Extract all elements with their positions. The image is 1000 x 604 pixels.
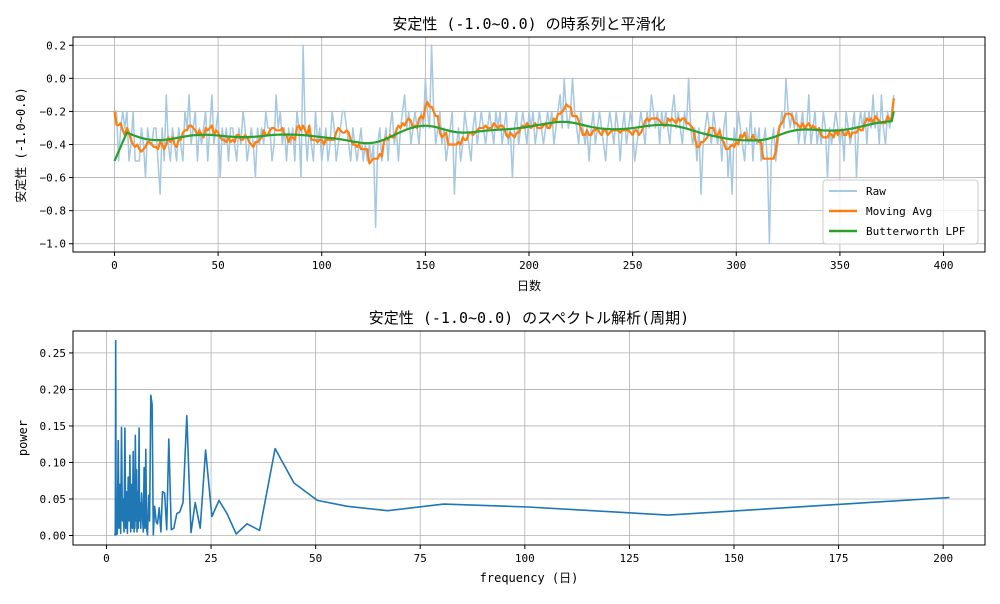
bottom-y-label: power: [16, 420, 30, 456]
top-y-label: 安定性 (-1.0~0.0): [13, 87, 28, 202]
top-chart-title: 安定性 (-1.0~0.0) の時系列と平滑化: [392, 15, 665, 33]
top-y-tick-label: −0.2: [40, 105, 67, 118]
bottom-x-tick-label: 75: [414, 552, 427, 565]
bottom-y-tick-label: 0.05: [40, 493, 67, 506]
top-x-tick-label: 250: [623, 259, 643, 272]
legend-lpf-label: Butterworth LPF: [866, 225, 965, 238]
legend-box: [822, 179, 979, 245]
top-x-label: 日数: [517, 278, 541, 293]
top-x-tick-label: 200: [519, 259, 539, 272]
bottom-y-tick-label: 0.00: [40, 530, 67, 543]
bottom-x-label: frequency (日): [480, 571, 579, 585]
bottom-x-tick-label: 50: [309, 552, 322, 565]
bottom-y-tick-label: 0.10: [40, 456, 67, 469]
bottom-x-tick-label: 125: [619, 552, 639, 565]
butterworth-lpf-series-line: [113, 111, 895, 162]
top-axes: 0 50 100 150 200 250 300 350 400 0.2 0.0 −0.2 −0.4 −0…: [40, 36, 986, 272]
top-x-tick-label: 350: [830, 259, 850, 272]
top-y-tick-label: 0.0: [46, 72, 66, 85]
bottom-x-tick-label: 100: [515, 552, 535, 565]
bottom-frame: [72, 330, 986, 546]
legend-moving-avg-label: Moving Avg: [866, 205, 932, 218]
bottom-x-tick-label: 0: [103, 552, 110, 565]
bottom-chart-title: 安定性 (-1.0~0.0) のスペクトル解析(周期): [369, 309, 689, 327]
bottom-y-tick-label: 0.20: [40, 383, 67, 396]
bottom-y-tick-label: 0.25: [40, 347, 67, 360]
top-y-tick-label: −1.0: [40, 238, 67, 251]
bottom-x-tick-label: 200: [933, 552, 953, 565]
power-spectrum-line: [114, 339, 950, 536]
top-y-tick-label: −0.4: [40, 139, 67, 152]
top-x-tick-label: 300: [726, 259, 746, 272]
top-frame: [72, 36, 986, 253]
top-y-tick-label: 0.2: [46, 39, 66, 52]
top-x-tick-label: 0: [111, 259, 118, 272]
top-x-tick-label: 150: [415, 259, 435, 272]
bottom-axes: 0 25 50 75 100 125 150 175 200 0.00 0.05 0.10 0.15 0.…: [40, 330, 986, 565]
top-y-tick-label: −0.6: [40, 172, 67, 185]
top-x-tick-label: 400: [934, 259, 954, 272]
bottom-x-tick-label: 150: [724, 552, 744, 565]
top-x-tick-label: 50: [211, 259, 224, 272]
top-x-tick-label: 100: [312, 259, 332, 272]
bottom-y-tick-label: 0.15: [40, 420, 67, 433]
top-y-tick-label: −0.8: [40, 205, 67, 218]
bottom-x-tick-label: 25: [204, 552, 217, 565]
legend-raw-label: Raw: [866, 185, 886, 198]
bottom-x-tick-label: 175: [829, 552, 849, 565]
legend: Raw Moving Avg Butterworth LPF: [822, 179, 979, 245]
